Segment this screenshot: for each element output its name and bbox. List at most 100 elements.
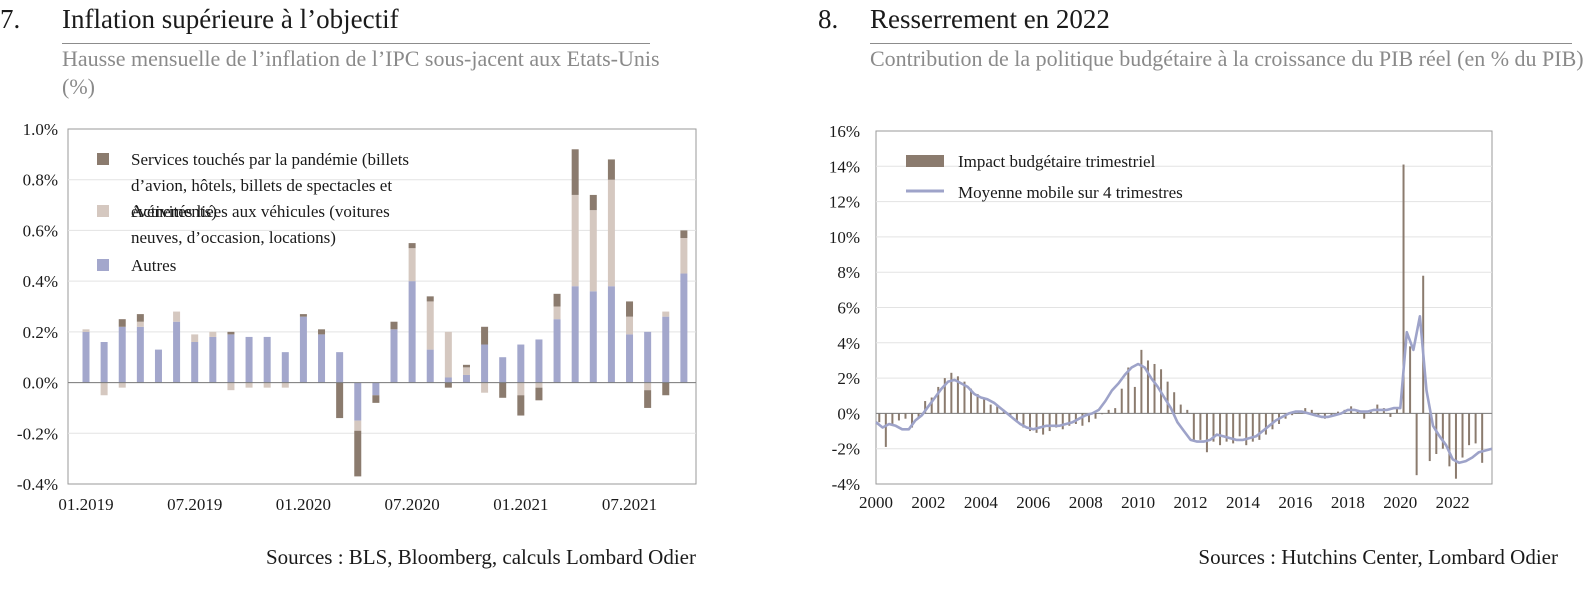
bar-segment (444, 382, 452, 388)
bar-segment (680, 230, 688, 239)
fiscal-bar (1258, 413, 1261, 440)
fiscal-bar (983, 397, 986, 414)
fiscal-bar (1219, 413, 1222, 446)
bar-segment (444, 377, 452, 383)
x-tick-label: 2000 (859, 493, 893, 512)
bar-segment (444, 331, 452, 378)
chart-subtitle: Contribution de la politique budgétaire … (870, 46, 1584, 71)
y-tick-label: 0.0% (23, 374, 58, 393)
legend-swatch (97, 205, 109, 217)
legend-label: Autres (131, 256, 176, 275)
x-tick-label: 2016 (1278, 493, 1312, 512)
bar-segment (173, 321, 181, 383)
fiscal-bar (1402, 164, 1405, 414)
fiscal-bar (1192, 413, 1195, 440)
fiscal-bar (1389, 413, 1392, 417)
legend-label: Impact budgétaire trimestriel (958, 152, 1156, 171)
x-tick-label: 2004 (964, 493, 999, 512)
chart-panel-inflation: 7. Inflation supérieure à l’objectif Hau… (0, 0, 730, 598)
bar-segment (462, 364, 470, 368)
bar-segment (390, 321, 398, 330)
bar-segment (136, 321, 144, 327)
fiscal-bar (1225, 413, 1228, 442)
fiscal-bar (1140, 349, 1143, 414)
fiscal-bar (1186, 409, 1189, 414)
y-tick-label: 12% (829, 193, 860, 212)
bar-segment (626, 301, 634, 317)
fiscal-bar (1166, 381, 1169, 414)
y-tick-label: 0.8% (23, 171, 58, 190)
bar-segment (499, 357, 507, 383)
fiscal-bar (1120, 388, 1123, 414)
fiscal-bar (1042, 413, 1045, 435)
legend-label: neuves, d’occasion, locations) (131, 228, 336, 247)
bar-segment (535, 387, 543, 401)
y-tick-label: 2% (837, 369, 860, 388)
fiscal-bar (1317, 413, 1320, 416)
moving-average-line (875, 314, 1493, 465)
fiscal-bar (1481, 413, 1484, 463)
fiscal-bar (937, 386, 940, 414)
fiscal-bar (897, 413, 900, 421)
fiscal-bar (1474, 413, 1477, 444)
chart-panel-fiscal: 8. Resserrement en 2022 Contribution de … (818, 0, 1594, 598)
y-tick-label: -2% (832, 440, 860, 459)
fiscal-bar (1055, 413, 1058, 428)
fiscal-bar (1114, 408, 1117, 414)
bar-segment (245, 336, 253, 383)
fiscal-bar (989, 404, 992, 414)
y-tick-label: 8% (837, 263, 860, 282)
bar-segment (390, 329, 398, 383)
fiscal-bar (1395, 408, 1398, 414)
fiscal-bar (1107, 409, 1110, 414)
bar-segment (589, 291, 597, 383)
chart-heading: 7. Inflation supérieure à l’objectif (0, 4, 399, 35)
legend-swatch (906, 155, 944, 167)
fiscal-bar (1199, 413, 1202, 440)
fiscal-bar (904, 413, 907, 419)
fiscal-bar (884, 413, 887, 447)
fiscal-bar (996, 406, 999, 414)
bar-segment (100, 342, 108, 383)
chart-number: 8. (818, 4, 839, 34)
fiscal-bar (1074, 413, 1077, 424)
bar-segment (535, 339, 543, 383)
stacked-bar-chart: -0.4% -0.2% 0.0% 0.2% 0.4% 0.6% 0.8% 1.0% 01.201… (17, 120, 697, 514)
bar-segment (354, 382, 362, 421)
bar-segment (191, 334, 199, 342)
fiscal-bar (878, 413, 881, 423)
bar-segment (336, 352, 344, 383)
bar-segment (299, 314, 307, 317)
x-tick-label: 2012 (1174, 493, 1208, 512)
bar-segment (626, 334, 634, 383)
bar-segment (318, 329, 326, 335)
bar-segment (571, 194, 579, 287)
legend-label: événements) (131, 202, 217, 221)
chart-heading: 8. Resserrement en 2022 (818, 4, 1110, 35)
bar-segment (571, 286, 579, 383)
fiscal-bar (1251, 413, 1254, 442)
bar-segment (517, 344, 525, 383)
bar-segment (481, 326, 489, 345)
bar-segment (100, 382, 108, 396)
bar-segment (82, 331, 90, 383)
bar-segment (372, 382, 380, 396)
fiscal-bar (1409, 346, 1412, 414)
fiscal-bar (1212, 413, 1215, 442)
bar-segment (299, 316, 307, 383)
bar-segment (227, 331, 235, 335)
chart-title: Resserrement en 2022 (870, 4, 1110, 34)
bar-segment (553, 293, 561, 307)
fiscal-bar (924, 401, 927, 414)
bar-segment (644, 382, 652, 391)
bar-segment (644, 390, 652, 408)
y-tick-label: 0% (837, 404, 860, 423)
bar-segment (118, 382, 126, 388)
bar-segment (462, 367, 470, 375)
bar-segment (553, 306, 561, 320)
bar-segment (481, 382, 489, 393)
bar-segment (589, 210, 597, 292)
y-tick-label: 14% (829, 157, 860, 176)
x-tick-label: 07.2021 (602, 495, 657, 514)
fiscal-bar (950, 372, 953, 414)
